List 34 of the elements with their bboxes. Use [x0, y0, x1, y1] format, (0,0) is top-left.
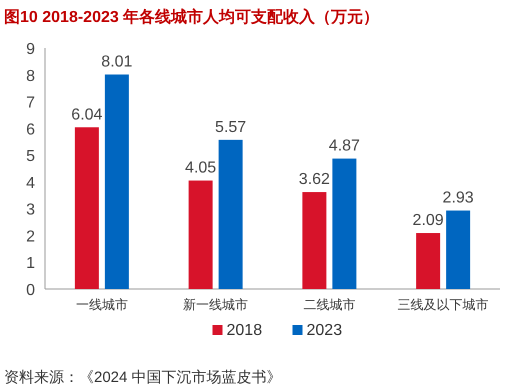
chart-title: 图10 2018-2023 年各线城市人均可支配收入（万元） — [4, 8, 380, 26]
legend-label: 2023 — [306, 322, 342, 339]
y-tick-label: 4 — [26, 174, 36, 192]
data-label: 8.01 — [101, 54, 133, 71]
bar — [104, 74, 129, 289]
y-tick-label: 8 — [26, 68, 36, 85]
text: 资料来源：《2024 中国下沉市场蓝皮书》 — [4, 369, 282, 386]
y-tick-label: 0 — [26, 282, 36, 299]
data-label: 4.05 — [185, 160, 216, 177]
bar — [332, 158, 356, 289]
data-label: 2.93 — [442, 190, 474, 207]
x-tick-label: 二线城市 — [303, 297, 356, 312]
data-label: 5.57 — [215, 118, 246, 136]
x-tick-label: 一线城市 — [76, 297, 128, 312]
x-tick-label: 三线及以下城市 — [398, 297, 489, 312]
y-tick-label: 5 — [26, 148, 36, 166]
bar — [188, 180, 213, 289]
bar — [416, 233, 440, 289]
data-label: 6.04 — [71, 106, 103, 124]
y-tick-label: 2 — [26, 228, 36, 246]
y-tick-label: 9 — [26, 41, 36, 58]
y-tick-label: 7 — [26, 94, 36, 112]
y-tick-label: 3 — [26, 202, 36, 219]
legend-label: 2018 — [226, 322, 262, 339]
y-tick-label: 1 — [26, 255, 36, 272]
data-label: 2.09 — [412, 212, 444, 230]
x-tick-label: 新一线城市 — [183, 297, 248, 312]
data-label: 3.62 — [298, 171, 330, 188]
bar — [446, 210, 470, 289]
bar — [302, 192, 326, 289]
data-label: 4.87 — [328, 138, 360, 155]
bar — [218, 140, 243, 289]
bar — [74, 127, 99, 289]
y-tick-label: 6 — [26, 121, 36, 138]
